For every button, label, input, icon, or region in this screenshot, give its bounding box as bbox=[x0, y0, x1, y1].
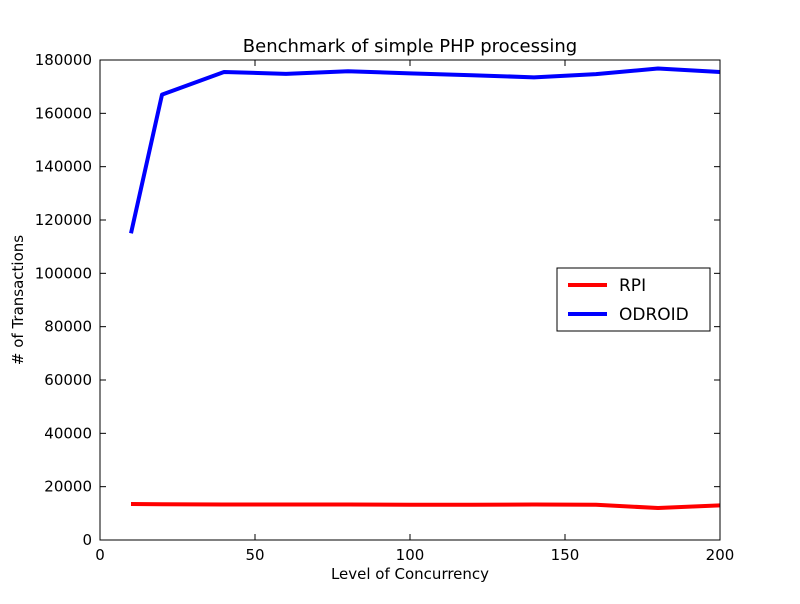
x-tick-label: 100 bbox=[396, 546, 425, 564]
series-line-odroid bbox=[129, 66, 721, 234]
y-tick-label: 20000 bbox=[44, 478, 92, 496]
y-tick-label: 100000 bbox=[35, 264, 92, 282]
x-axis-label: Level of Concurrency bbox=[331, 565, 489, 583]
y-tick-label: 80000 bbox=[44, 318, 92, 336]
x-tick-label: 200 bbox=[706, 546, 735, 564]
y-tick-label: 160000 bbox=[35, 104, 92, 122]
y-tick-label: 140000 bbox=[35, 158, 92, 176]
x-tick-label: 0 bbox=[95, 546, 105, 564]
legend-box bbox=[556, 267, 711, 332]
y-tick-label: 0 bbox=[82, 531, 92, 549]
chart-title: Benchmark of simple PHP processing bbox=[243, 36, 577, 57]
y-tick-label: 120000 bbox=[35, 211, 92, 229]
y-tick-label: 40000 bbox=[44, 424, 92, 442]
legend-label-rpi: RPI bbox=[619, 276, 646, 296]
y-tick-label: 60000 bbox=[44, 371, 92, 389]
x-tick-label: 150 bbox=[551, 546, 580, 564]
legend-label-odroid: ODROID bbox=[619, 305, 689, 325]
legend: RPI ODROID bbox=[556, 267, 711, 332]
y-tick-label: 180000 bbox=[35, 51, 92, 69]
y-axis-label: # of Transactions bbox=[9, 235, 27, 365]
x-tick-label: 50 bbox=[245, 546, 264, 564]
plot-area: 0 50 100 150 200 0 20000 40000 60000 80000 100000 1… bbox=[35, 51, 735, 564]
series-line-rpi bbox=[130, 502, 721, 510]
